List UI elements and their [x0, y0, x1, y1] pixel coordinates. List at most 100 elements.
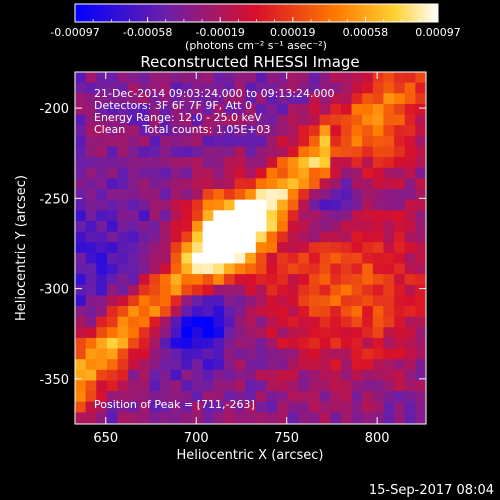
heatmap-cell — [362, 359, 374, 371]
heatmap-cell — [340, 348, 353, 360]
heatmap-cell — [75, 199, 87, 211]
heatmap-cell — [255, 242, 268, 254]
heatmap-cell — [223, 327, 236, 339]
heatmap-cell — [383, 316, 395, 328]
heatmap-cell — [362, 135, 374, 148]
heatmap-cell — [234, 380, 246, 392]
heatmap-cell — [192, 284, 204, 296]
heatmap-cell — [106, 306, 119, 318]
heatmap-cell — [106, 82, 119, 94]
heatmap-cell — [266, 412, 278, 424]
heatmap-cell — [234, 316, 246, 328]
heatmap-cell — [277, 189, 289, 201]
heatmap-cell — [298, 157, 310, 169]
heatmap-cell — [404, 157, 416, 169]
heatmap-cell — [394, 157, 406, 169]
heatmap-cell — [202, 252, 214, 265]
heatmap-cell — [128, 337, 140, 350]
heatmap-cell — [223, 114, 236, 126]
heatmap-cell — [383, 380, 395, 392]
heatmap-cell — [266, 167, 278, 179]
heatmap-cell — [128, 167, 140, 179]
heatmap-cell — [362, 82, 374, 94]
heatmap-cell — [181, 306, 193, 318]
heatmap-cell — [170, 135, 182, 148]
heatmap-cell — [319, 369, 331, 382]
heatmap-cell — [96, 167, 108, 179]
heatmap-cell — [192, 220, 204, 233]
heatmap-cell — [372, 93, 385, 105]
heatmap-cell — [192, 72, 204, 84]
heatmap-cell — [160, 125, 172, 137]
heatmap-cell — [351, 337, 363, 350]
heatmap-cell — [340, 359, 353, 371]
heatmap-cell — [309, 337, 321, 350]
heatmap-cell — [404, 306, 416, 318]
heatmap-cell — [192, 359, 204, 371]
heatmap-cell — [394, 231, 406, 243]
heatmap-cell — [351, 412, 363, 424]
heatmap-cell — [149, 295, 161, 307]
heatmap-cell — [181, 114, 193, 126]
heatmap-cell — [287, 114, 299, 126]
heatmap-cell — [372, 337, 385, 350]
heatmap-cell — [75, 369, 87, 382]
heatmap-cell — [298, 93, 310, 105]
heatmap-cell — [223, 135, 236, 148]
x-tick-label: 800 — [365, 431, 390, 446]
heatmap-cell — [75, 103, 87, 116]
heatmap-cell — [298, 369, 310, 382]
heatmap-cell — [223, 401, 236, 413]
heatmap-cell — [181, 391, 193, 403]
heatmap-cell — [117, 412, 129, 424]
heatmap-cell — [223, 178, 236, 190]
heatmap-cell — [192, 242, 204, 254]
heatmap-cell — [287, 316, 299, 328]
heatmap-cell — [404, 391, 416, 403]
heatmap-cell — [277, 93, 289, 105]
heatmap-cell — [394, 391, 406, 403]
heatmap-cell — [138, 380, 151, 392]
heatmap-cell — [383, 93, 395, 105]
heatmap-cell — [383, 114, 395, 126]
heatmap-cell — [160, 263, 172, 275]
heatmap-cell — [394, 167, 406, 179]
heatmap-cell — [404, 103, 416, 116]
heatmap-cell — [128, 263, 140, 275]
heatmap-cell — [192, 157, 204, 169]
heatmap-cell — [117, 189, 129, 201]
heatmap-cell — [372, 135, 385, 148]
heatmap-cell — [394, 306, 406, 318]
heatmap-cell — [128, 369, 140, 382]
heatmap-cell — [170, 306, 182, 318]
heatmap-cell — [85, 103, 97, 116]
x-tick-label: 650 — [93, 431, 118, 446]
heatmap-cell — [170, 93, 182, 105]
heatmap-cell — [309, 93, 321, 105]
heatmap-cell — [181, 178, 193, 190]
heatmap-cell — [96, 189, 108, 201]
heatmap-cell — [149, 337, 161, 350]
heatmap-cell — [96, 220, 108, 233]
heatmap-cell — [351, 380, 363, 392]
heatmap-cell — [351, 263, 363, 275]
heatmap-cell — [138, 157, 151, 169]
heatmap-cell — [213, 380, 225, 392]
heatmap-cell — [160, 231, 172, 243]
heatmap-cell — [330, 369, 342, 382]
heatmap-cell — [85, 391, 97, 403]
heatmap-cell — [75, 178, 87, 190]
heatmap-cell — [106, 189, 119, 201]
heatmap-cell — [319, 391, 331, 403]
heatmap-cell — [362, 167, 374, 179]
heatmap-cell — [351, 284, 363, 296]
heatmap-cell — [266, 252, 278, 265]
heatmap-cell — [404, 348, 416, 360]
heatmap-cell — [106, 252, 119, 265]
heatmap-cell — [75, 359, 87, 371]
y-axis-label: Heliocentric Y (arcsec) — [14, 175, 29, 321]
heatmap-cell — [309, 135, 321, 148]
heatmap-cell — [394, 199, 406, 211]
heatmap-cell — [255, 231, 268, 243]
heatmap-cell — [234, 93, 246, 105]
